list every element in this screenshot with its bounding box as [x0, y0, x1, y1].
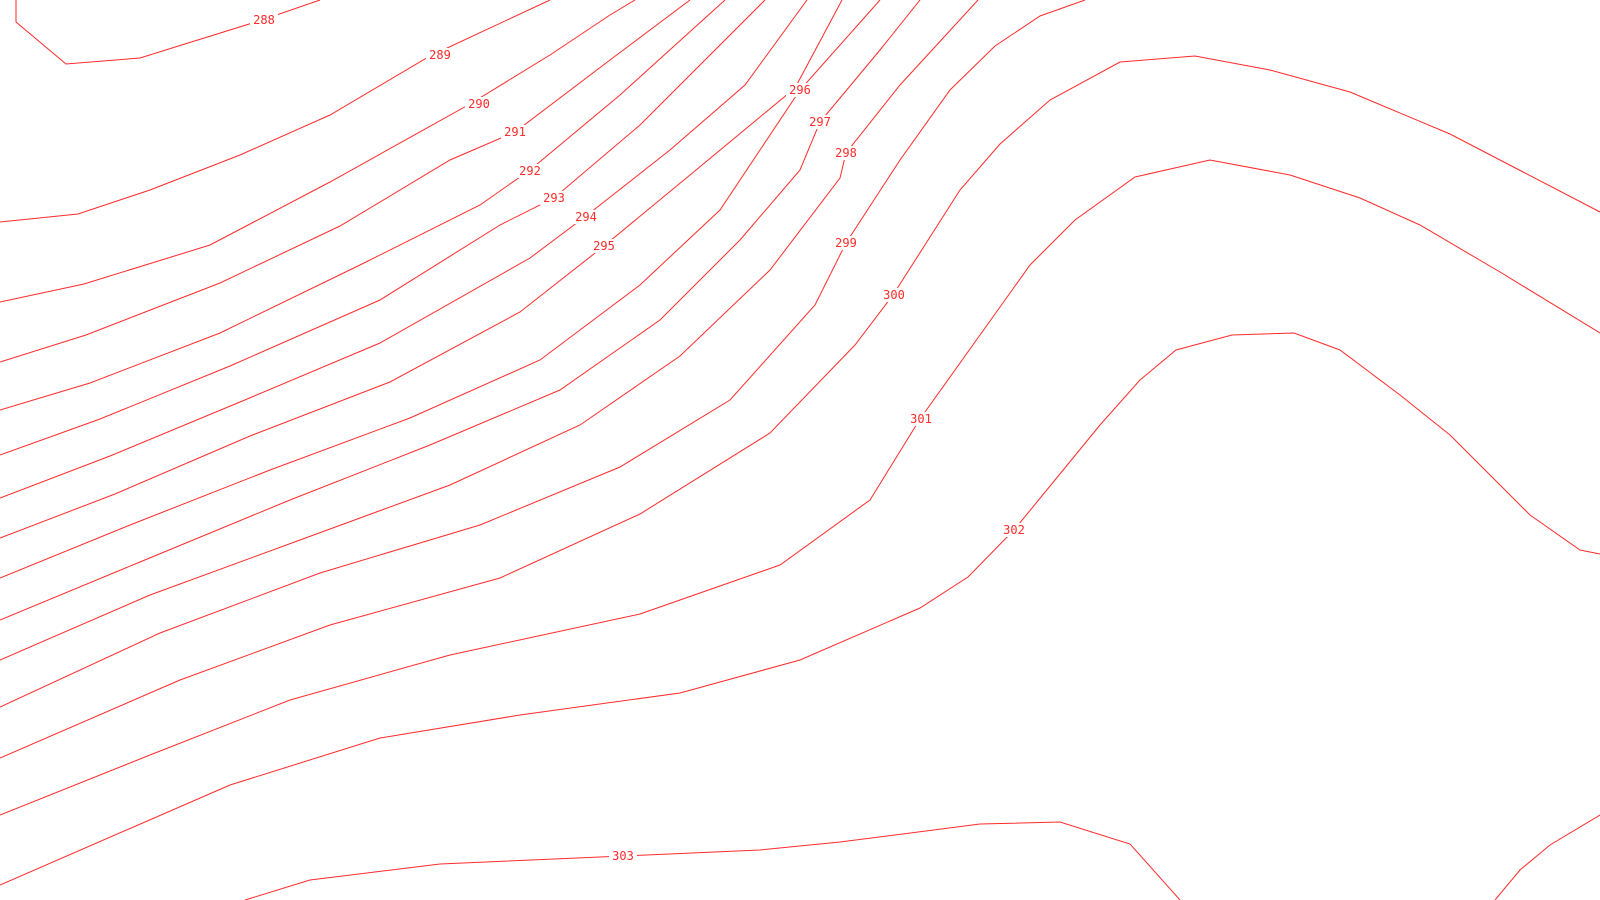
contour-label-296: 296: [789, 83, 811, 97]
contour-label-background: [880, 288, 908, 302]
contour-line-292: [0, 0, 726, 411]
contour-label-303: 303: [612, 849, 634, 863]
contour-label-background: [806, 115, 834, 129]
contour-line-297: [0, 0, 921, 621]
contour-label-290: 290: [468, 97, 490, 111]
contour-label-298: 298: [835, 146, 857, 160]
contour-label-background: [540, 191, 568, 205]
contour-label-background: [786, 83, 814, 97]
contour-line-293: [0, 0, 766, 456]
contour-label-background: [590, 239, 618, 253]
contour-line-303b: [1494, 814, 1600, 900]
contour-label-background: [1000, 523, 1028, 537]
contour-line-299: [0, 0, 1086, 708]
contour-label-289: 289: [429, 48, 451, 62]
contour-label-302: 302: [1003, 523, 1025, 537]
contour-line-303: [244, 821, 1181, 900]
contour-label-background: [907, 412, 935, 426]
contour-label-background: [572, 210, 600, 224]
contour-line-298: [0, 0, 979, 661]
contour-label-background: [250, 13, 278, 27]
contour-label-background: [609, 849, 637, 863]
contour-line-296: [0, 0, 881, 579]
contour-label-background: [832, 146, 860, 160]
contour-label-background: [501, 125, 529, 139]
contour-line-302: [0, 332, 1600, 886]
contour-line-301: [0, 159, 1600, 816]
contour-line-291: [0, 0, 691, 363]
contour-line-294: [0, 0, 808, 499]
contour-label-299: 299: [835, 236, 857, 250]
contour-label-291: 291: [504, 125, 526, 139]
contour-label-background: [465, 97, 493, 111]
contour-label-295: 295: [593, 239, 615, 253]
contour-label-294: 294: [575, 210, 597, 224]
contour-label-297: 297: [809, 115, 831, 129]
contour-label-background: [516, 164, 544, 178]
contour-label-292: 292: [519, 164, 541, 178]
contour-label-301: 301: [910, 412, 932, 426]
contour-line-300: [0, 55, 1600, 759]
contour-label-background: [832, 236, 860, 250]
contour-label-288: 288: [253, 13, 275, 27]
contour-label-300: 300: [883, 288, 905, 302]
contour-label-293: 293: [543, 191, 565, 205]
contour-label-background: [426, 48, 454, 62]
contour-line-295: [0, 0, 843, 539]
contour-line-288: [15, 0, 321, 65]
contour-line-290: [0, 0, 636, 303]
